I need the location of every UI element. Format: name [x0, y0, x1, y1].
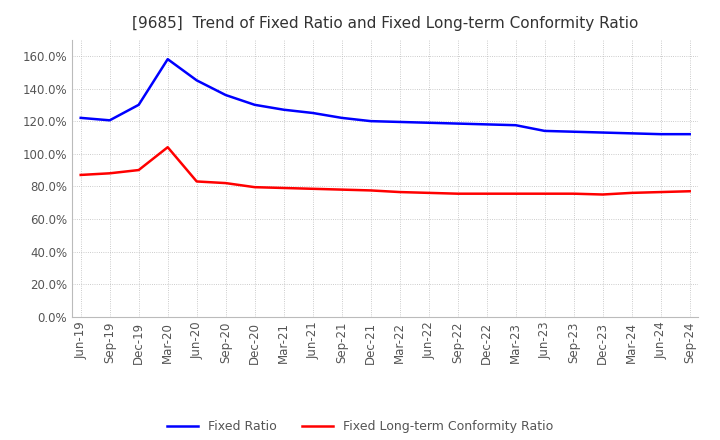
Fixed Ratio [192, 78, 201, 83]
Fixed Long-term Conformity Ratio [395, 189, 404, 194]
Fixed Long-term Conformity Ratio [598, 192, 607, 197]
Title: [9685]  Trend of Fixed Ratio and Fixed Long-term Conformity Ratio: [9685] Trend of Fixed Ratio and Fixed Lo… [132, 16, 639, 32]
Fixed Ratio [76, 115, 85, 121]
Fixed Long-term Conformity Ratio [482, 191, 491, 196]
Fixed Ratio [424, 120, 433, 125]
Fixed Long-term Conformity Ratio [192, 179, 201, 184]
Fixed Ratio [482, 122, 491, 127]
Fixed Long-term Conformity Ratio [221, 180, 230, 186]
Fixed Ratio [279, 107, 288, 112]
Fixed Long-term Conformity Ratio [657, 189, 665, 194]
Fixed Ratio [163, 56, 172, 62]
Fixed Long-term Conformity Ratio [511, 191, 520, 196]
Fixed Long-term Conformity Ratio [251, 184, 259, 190]
Fixed Long-term Conformity Ratio [454, 191, 462, 196]
Fixed Ratio [570, 129, 578, 134]
Fixed Long-term Conformity Ratio [163, 145, 172, 150]
Fixed Ratio [221, 92, 230, 98]
Fixed Long-term Conformity Ratio [366, 188, 375, 193]
Fixed Ratio [395, 119, 404, 125]
Fixed Ratio [511, 123, 520, 128]
Fixed Long-term Conformity Ratio [541, 191, 549, 196]
Fixed Ratio [541, 128, 549, 134]
Fixed Ratio [366, 118, 375, 124]
Line: Fixed Long-term Conformity Ratio: Fixed Long-term Conformity Ratio [81, 147, 690, 194]
Fixed Ratio [251, 102, 259, 107]
Line: Fixed Ratio: Fixed Ratio [81, 59, 690, 134]
Fixed Ratio [685, 132, 694, 137]
Fixed Long-term Conformity Ratio [105, 171, 114, 176]
Fixed Long-term Conformity Ratio [338, 187, 346, 192]
Fixed Long-term Conformity Ratio [308, 186, 317, 191]
Fixed Ratio [598, 130, 607, 135]
Fixed Ratio [627, 131, 636, 136]
Fixed Long-term Conformity Ratio [135, 167, 143, 172]
Fixed Long-term Conformity Ratio [570, 191, 578, 196]
Legend: Fixed Ratio, Fixed Long-term Conformity Ratio: Fixed Ratio, Fixed Long-term Conformity … [162, 415, 558, 438]
Fixed Ratio [657, 132, 665, 137]
Fixed Long-term Conformity Ratio [627, 190, 636, 195]
Fixed Ratio [308, 110, 317, 116]
Fixed Ratio [338, 115, 346, 121]
Fixed Long-term Conformity Ratio [279, 185, 288, 191]
Fixed Long-term Conformity Ratio [76, 172, 85, 178]
Fixed Long-term Conformity Ratio [424, 190, 433, 195]
Fixed Long-term Conformity Ratio [685, 189, 694, 194]
Fixed Ratio [105, 117, 114, 123]
Fixed Ratio [135, 102, 143, 107]
Fixed Ratio [454, 121, 462, 126]
